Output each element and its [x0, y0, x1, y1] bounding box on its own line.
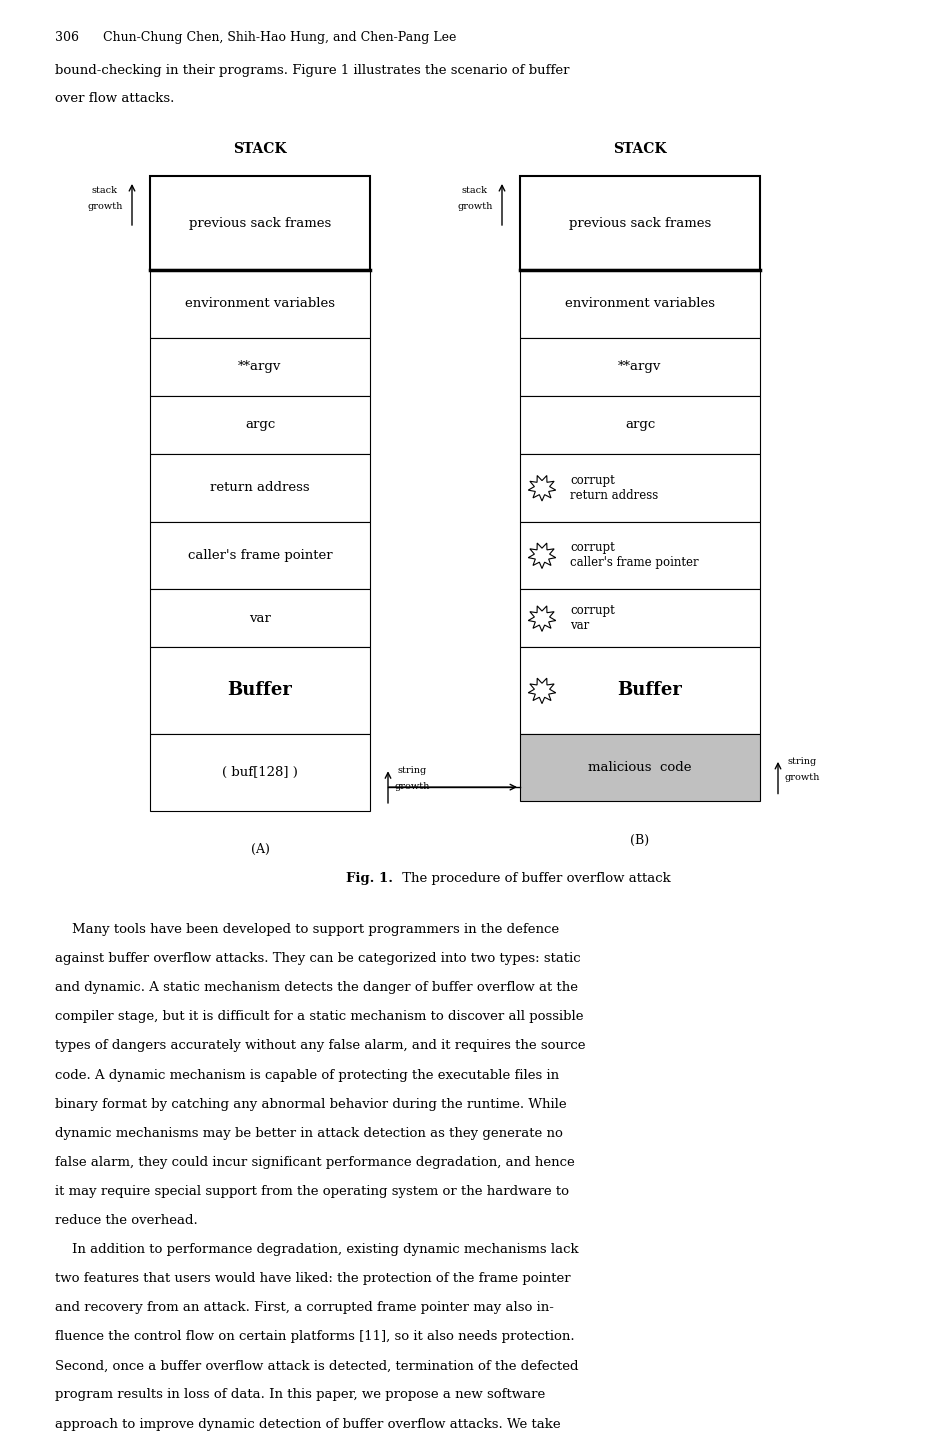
Text: binary format by catching any abnormal behavior during the runtime. While: binary format by catching any abnormal b…: [55, 1098, 566, 1111]
Text: The procedure of buffer overflow attack: The procedure of buffer overflow attack: [398, 872, 671, 885]
Text: string: string: [787, 756, 817, 766]
Text: corrupt
var: corrupt var: [570, 605, 615, 632]
Text: reduce the overhead.: reduce the overhead.: [55, 1214, 198, 1227]
Bar: [520, 176, 760, 270]
Text: program results in loss of data. In this paper, we propose a new software: program results in loss of data. In this…: [55, 1388, 545, 1401]
Text: growth: growth: [784, 772, 820, 782]
Bar: [520, 270, 760, 338]
Bar: [520, 521, 760, 589]
Text: STACK: STACK: [613, 141, 666, 156]
Text: previous sack frames: previous sack frames: [569, 216, 711, 229]
Text: approach to improve dynamic detection of buffer overflow attacks. We take: approach to improve dynamic detection of…: [55, 1417, 561, 1430]
Text: bound-checking in their programs. Figure 1 illustrates the scenario of buffer: bound-checking in their programs. Figure…: [55, 63, 569, 76]
Text: Buffer: Buffer: [618, 681, 683, 700]
Text: In addition to performance degradation, existing dynamic mechanisms lack: In addition to performance degradation, …: [55, 1242, 579, 1255]
Text: and recovery from an attack. First, a corrupted frame pointer may also in-: and recovery from an attack. First, a co…: [55, 1302, 554, 1315]
Text: Second, once a buffer overflow attack is detected, termination of the defected: Second, once a buffer overflow attack is…: [55, 1359, 579, 1372]
Text: over flow attacks.: over flow attacks.: [55, 92, 174, 105]
Text: code. A dynamic mechanism is capable of protecting the executable files in: code. A dynamic mechanism is capable of …: [55, 1069, 559, 1082]
Bar: [150, 338, 370, 395]
Text: types of dangers accurately without any false alarm, and it requires the source: types of dangers accurately without any …: [55, 1039, 585, 1052]
Text: (B): (B): [630, 834, 649, 847]
Bar: [150, 395, 370, 455]
Text: malicious  code: malicious code: [588, 760, 692, 773]
Text: dynamic mechanisms may be better in attack detection as they generate no: dynamic mechanisms may be better in atta…: [55, 1127, 563, 1140]
Bar: [520, 395, 760, 455]
Text: STACK: STACK: [233, 141, 287, 156]
Bar: [150, 733, 370, 811]
Text: stack: stack: [462, 186, 488, 195]
Text: stack: stack: [92, 186, 118, 195]
Text: argc: argc: [245, 418, 275, 431]
Text: corrupt
caller's frame pointer: corrupt caller's frame pointer: [570, 541, 699, 570]
Text: environment variables: environment variables: [185, 297, 335, 310]
Bar: [150, 176, 370, 270]
Text: false alarm, they could incur significant performance degradation, and hence: false alarm, they could incur significan…: [55, 1156, 575, 1169]
Text: **argv: **argv: [618, 361, 662, 374]
Bar: [150, 521, 370, 589]
Text: previous sack frames: previous sack frames: [188, 216, 331, 229]
Text: Many tools have been developed to support programmers in the defence: Many tools have been developed to suppor…: [55, 924, 559, 937]
Text: compiler stage, but it is difficult for a static mechanism to discover all possi: compiler stage, but it is difficult for …: [55, 1010, 584, 1023]
Polygon shape: [528, 543, 556, 569]
Text: 306      Chun-Chung Chen, Shih-Hao Hung, and Chen-Pang Lee: 306 Chun-Chung Chen, Shih-Hao Hung, and …: [55, 30, 456, 43]
Text: environment variables: environment variables: [565, 297, 715, 310]
Text: Fig. 1.: Fig. 1.: [346, 872, 393, 885]
Bar: [520, 733, 760, 801]
Text: growth: growth: [457, 202, 493, 211]
Text: growth: growth: [394, 782, 429, 791]
Bar: [150, 648, 370, 733]
Bar: [150, 455, 370, 521]
Bar: [520, 648, 760, 733]
Text: Buffer: Buffer: [228, 681, 292, 700]
Text: **argv: **argv: [238, 361, 282, 374]
Text: argc: argc: [625, 418, 655, 431]
Text: corrupt
return address: corrupt return address: [570, 473, 658, 502]
Polygon shape: [528, 476, 556, 501]
Text: it may require special support from the operating system or the hardware to: it may require special support from the …: [55, 1185, 569, 1198]
Text: two features that users would have liked: the protection of the frame pointer: two features that users would have liked…: [55, 1273, 570, 1286]
Text: caller's frame pointer: caller's frame pointer: [188, 548, 332, 561]
Text: string: string: [397, 766, 426, 775]
Bar: [520, 338, 760, 395]
Text: return address: return address: [210, 482, 309, 495]
Text: against buffer overflow attacks. They can be categorized into two types: static: against buffer overflow attacks. They ca…: [55, 952, 581, 965]
Bar: [520, 455, 760, 521]
Text: (A): (A): [250, 843, 269, 856]
Text: fluence the control flow on certain platforms [11], so it also needs protection.: fluence the control flow on certain plat…: [55, 1330, 575, 1343]
Text: growth: growth: [88, 202, 123, 211]
Text: ( buf[128] ): ( buf[128] ): [222, 766, 298, 779]
Bar: [520, 589, 760, 648]
Text: var: var: [249, 612, 271, 625]
Polygon shape: [528, 606, 556, 632]
Bar: [150, 589, 370, 648]
Text: and dynamic. A static mechanism detects the danger of buffer overflow at the: and dynamic. A static mechanism detects …: [55, 981, 578, 994]
Bar: [150, 270, 370, 338]
Polygon shape: [528, 678, 556, 704]
